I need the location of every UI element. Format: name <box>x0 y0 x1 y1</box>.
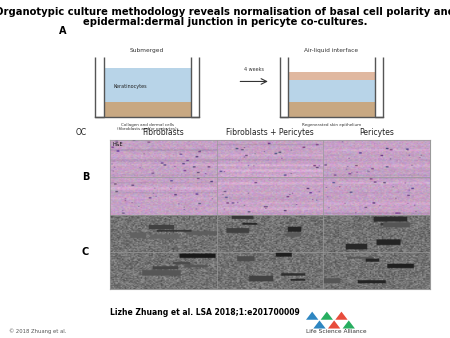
Polygon shape <box>335 312 347 320</box>
Polygon shape <box>288 72 375 80</box>
Polygon shape <box>328 320 340 329</box>
Text: Life Science Alliance: Life Science Alliance <box>306 329 367 334</box>
Text: Fibroblasts: Fibroblasts <box>143 128 184 137</box>
Text: Submerged: Submerged <box>130 48 164 53</box>
Text: A: A <box>58 26 66 36</box>
Text: © 2018 Zhuang et al.: © 2018 Zhuang et al. <box>9 328 67 334</box>
Polygon shape <box>288 80 375 117</box>
Text: Pericytes: Pericytes <box>359 128 394 137</box>
Polygon shape <box>313 320 326 329</box>
Text: B: B <box>82 172 89 183</box>
Text: Collagen and dermal cells
(fibroblasts and/or pericytes): Collagen and dermal cells (fibroblasts a… <box>117 123 177 131</box>
Text: Regenerated skin epithelium: Regenerated skin epithelium <box>302 123 361 126</box>
Polygon shape <box>104 102 191 117</box>
Polygon shape <box>288 102 375 117</box>
Polygon shape <box>306 312 319 320</box>
Polygon shape <box>320 312 333 320</box>
Polygon shape <box>104 68 191 117</box>
Text: OC: OC <box>76 128 86 137</box>
Text: epidermal:dermal junction in pericyte co-cultures.: epidermal:dermal junction in pericyte co… <box>83 17 367 27</box>
Text: Keratinocytes: Keratinocytes <box>114 84 148 89</box>
Text: Organotypic culture methodology reveals normalisation of basal cell polarity and: Organotypic culture methodology reveals … <box>0 7 450 17</box>
Text: Fibroblasts + Pericytes: Fibroblasts + Pericytes <box>226 128 314 137</box>
Text: Air-liquid interface: Air-liquid interface <box>305 48 359 53</box>
Text: H&E: H&E <box>112 142 123 147</box>
Text: C: C <box>82 247 89 257</box>
Text: Lizhe Zhuang et al. LSA 2018;1:e201700009: Lizhe Zhuang et al. LSA 2018;1:e20170000… <box>110 308 300 317</box>
Polygon shape <box>342 320 355 329</box>
Text: 4 weeks: 4 weeks <box>244 67 264 72</box>
